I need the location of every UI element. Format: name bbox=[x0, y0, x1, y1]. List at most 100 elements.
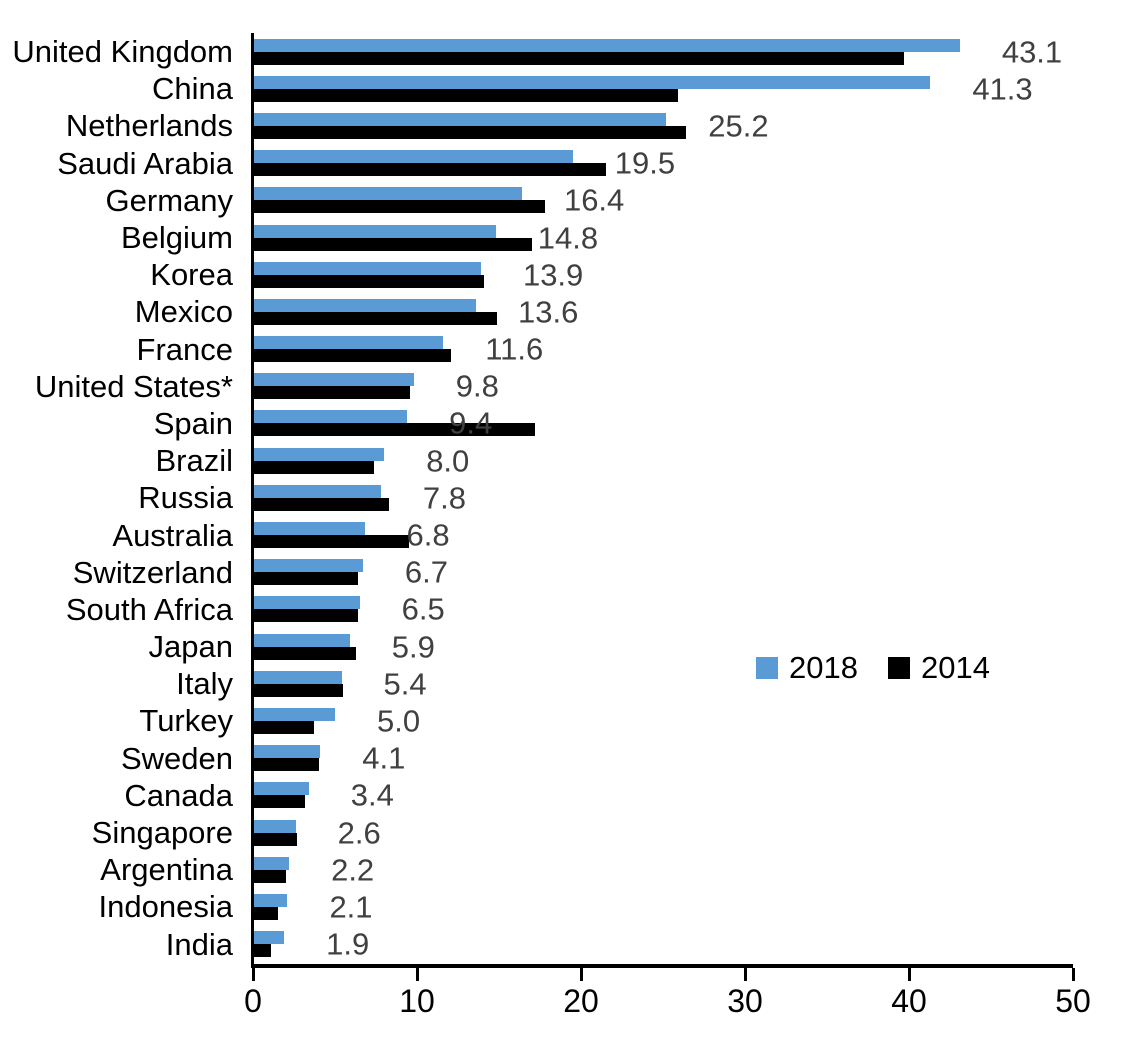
bar-group: 9.8 bbox=[253, 371, 1123, 402]
chart-row: France 11.6 bbox=[0, 331, 1123, 368]
data-label: 14.8 bbox=[537, 220, 599, 256]
bar-2014 bbox=[253, 163, 606, 177]
category-label: Belgium bbox=[121, 220, 233, 256]
data-label: 11.6 bbox=[485, 331, 544, 367]
bar-group: 5.0 bbox=[253, 705, 1123, 736]
chart-row: Canada 3.4 bbox=[0, 777, 1123, 814]
bar-2014 bbox=[253, 869, 286, 883]
plot-area: United Kingdom 43.1 China 41.3 Netherlands 25… bbox=[0, 33, 1123, 963]
data-label: 7.8 bbox=[422, 480, 467, 516]
bar-2018 bbox=[253, 484, 381, 498]
bar-2014 bbox=[253, 906, 278, 920]
chart-row: Spain 9.4 bbox=[0, 405, 1123, 442]
legend-item: 2014 bbox=[887, 652, 990, 683]
bar-group: 13.9 bbox=[253, 257, 1123, 293]
category-label: Russia bbox=[138, 480, 233, 516]
bar-2014 bbox=[253, 423, 536, 437]
bar-group: 4.1 bbox=[253, 743, 1123, 774]
bar-2018 bbox=[253, 373, 414, 387]
chart-row: Turkey 5.0 bbox=[0, 702, 1123, 739]
data-label: 19.5 bbox=[614, 145, 676, 181]
bar-2018 bbox=[253, 782, 309, 796]
bar-2018 bbox=[253, 893, 288, 907]
bar-2018 bbox=[253, 150, 573, 164]
bar-2014 bbox=[253, 683, 344, 697]
chart-row: Italy 5.4 bbox=[0, 665, 1123, 702]
x-tick-label: 10 bbox=[399, 983, 435, 1019]
data-label: 8.0 bbox=[426, 443, 470, 479]
data-label: 41.3 bbox=[972, 71, 1033, 107]
bar-2014 bbox=[253, 832, 298, 846]
data-label: 9.4 bbox=[449, 405, 493, 441]
bar-2014 bbox=[253, 609, 358, 623]
chart-row: China 41.3 bbox=[0, 70, 1123, 107]
x-tick-mark bbox=[1071, 968, 1075, 981]
bar-group: 5.4 bbox=[253, 668, 1123, 699]
legend-swatch bbox=[887, 656, 910, 679]
x-tick-label: 50 bbox=[1055, 983, 1091, 1019]
bar-group: 6.7 bbox=[253, 554, 1123, 590]
bar-2018 bbox=[253, 261, 481, 275]
bar-2018 bbox=[253, 931, 285, 945]
x-tick-label: 0 bbox=[244, 983, 262, 1019]
bar-2018 bbox=[253, 410, 408, 424]
chart-row: India 1.9 bbox=[0, 926, 1123, 963]
category-label: Italy bbox=[176, 666, 233, 702]
category-label: Singapore bbox=[91, 815, 233, 851]
data-label: 1.9 bbox=[326, 926, 370, 962]
legend: 2018 2014 bbox=[756, 652, 990, 683]
data-label: 6.7 bbox=[404, 554, 448, 590]
data-label: 3.4 bbox=[350, 777, 394, 813]
bar-group: 5.9 bbox=[253, 631, 1123, 662]
bar-group: 2.6 bbox=[253, 817, 1123, 848]
bar-2018 bbox=[253, 224, 496, 238]
category-label: Indonesia bbox=[98, 889, 233, 925]
bar-2014 bbox=[253, 311, 498, 325]
category-label: Japan bbox=[148, 629, 233, 665]
x-tick-mark bbox=[251, 968, 255, 981]
category-label: Sweden bbox=[120, 740, 233, 776]
bar-2014 bbox=[253, 386, 411, 400]
category-label: Spain bbox=[153, 405, 233, 441]
bar-2014 bbox=[253, 274, 485, 288]
bar-group: 7.8 bbox=[253, 480, 1123, 516]
bar-2014 bbox=[253, 758, 319, 772]
category-label: Saudi Arabia bbox=[57, 145, 233, 181]
bar-group: 14.8 bbox=[253, 220, 1123, 256]
category-label: Korea bbox=[150, 257, 233, 293]
category-label: Australia bbox=[112, 517, 233, 553]
bar-2018 bbox=[253, 745, 321, 759]
data-label: 2.1 bbox=[329, 889, 373, 925]
bar-2018 bbox=[253, 187, 522, 201]
category-label: France bbox=[136, 331, 233, 367]
x-tick-mark bbox=[579, 968, 583, 981]
bar-2014 bbox=[253, 51, 905, 65]
bar-group: 6.8 bbox=[253, 520, 1123, 551]
chart-row: Brazil 8.0 bbox=[0, 442, 1123, 479]
category-label: India bbox=[165, 926, 233, 962]
bar-2018 bbox=[253, 596, 360, 610]
bar-2014 bbox=[253, 646, 357, 660]
x-axis-line bbox=[251, 964, 1073, 968]
data-label: 13.9 bbox=[522, 257, 584, 293]
bar-group: 43.1 bbox=[253, 36, 1123, 67]
bar-2018 bbox=[253, 670, 342, 684]
bar-2018 bbox=[253, 707, 335, 721]
bar-group: 19.5 bbox=[253, 145, 1123, 181]
chart-row: United Kingdom 43.1 bbox=[0, 33, 1123, 70]
bar-2018 bbox=[253, 336, 444, 350]
bar-2014 bbox=[253, 349, 452, 363]
category-label: United Kingdom bbox=[12, 34, 233, 70]
data-label: 2.2 bbox=[331, 852, 375, 888]
category-label: Germany bbox=[105, 182, 233, 218]
bar-2014 bbox=[253, 944, 272, 958]
legend-label: 2018 bbox=[789, 650, 858, 685]
category-label: Netherlands bbox=[65, 108, 233, 144]
bar-2018 bbox=[253, 38, 960, 52]
chart-row: Korea 13.9 bbox=[0, 256, 1123, 293]
bar-group: 3.4 bbox=[253, 777, 1123, 813]
chart-row: Saudi Arabia 19.5 bbox=[0, 145, 1123, 182]
bar-group: 41.3 bbox=[253, 71, 1123, 107]
category-label: Argentina bbox=[100, 852, 233, 888]
